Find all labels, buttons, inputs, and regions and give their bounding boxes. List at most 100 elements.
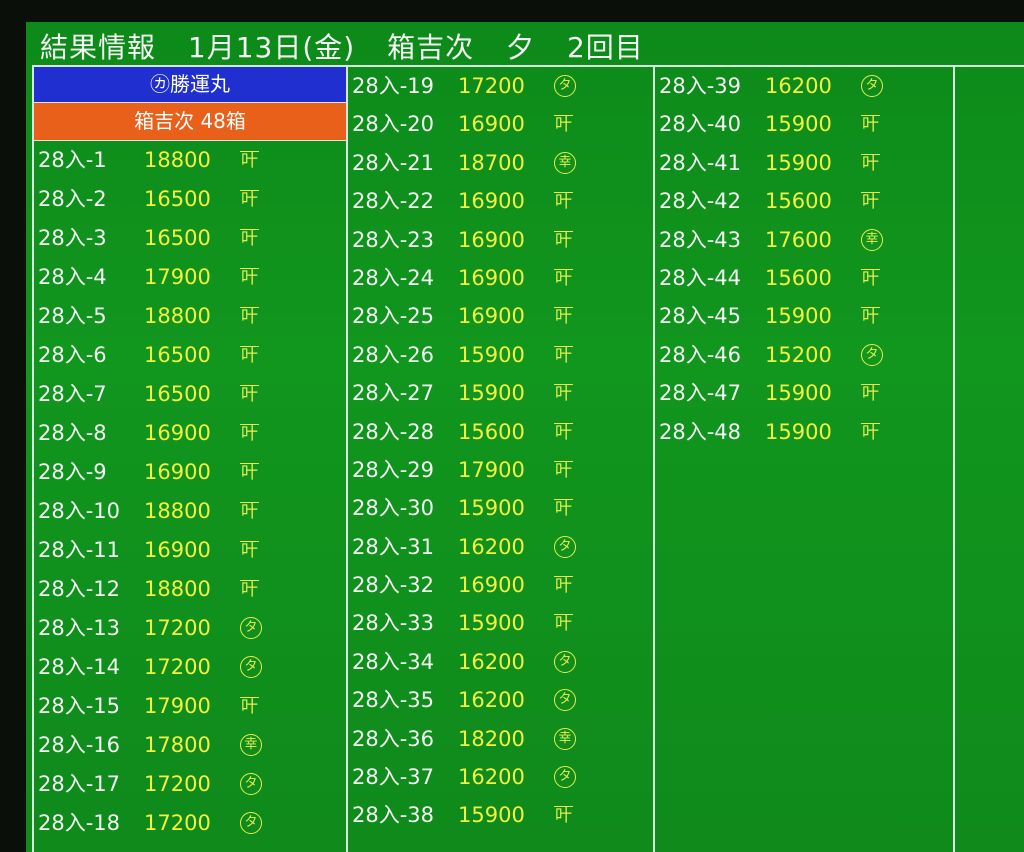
lot-number: 28入-46 <box>659 342 742 367</box>
price: 17900 <box>458 457 525 482</box>
buyer-mark-icon: 叶 <box>240 463 259 483</box>
result-row: 28入-33 15900 叶 <box>348 604 653 642</box>
price: 16200 <box>458 765 525 790</box>
buyer-mark-icon: 叶 <box>861 153 880 174</box>
buyer-mark-icon: タ <box>554 75 576 97</box>
result-row: 28入-32 16900 叶 <box>348 566 653 604</box>
lot-number: 28入-26 <box>352 342 435 367</box>
result-row: 28入-37 16200 タ <box>348 758 653 796</box>
buyer-mark-icon: 叶 <box>240 424 259 444</box>
title-label: 結果情報 <box>40 31 157 64</box>
price: 17900 <box>144 265 211 289</box>
result-row: 28入-2 16500 叶 <box>34 180 346 219</box>
divider <box>32 65 1024 67</box>
lot-number: 28入-23 <box>352 227 435 252</box>
result-row: 28入-10 18800 叶 <box>34 492 346 531</box>
lot-number: 28入-42 <box>659 189 742 214</box>
price: 15200 <box>765 342 832 367</box>
result-row: 28入-9 16900 叶 <box>34 453 346 492</box>
price: 15900 <box>458 496 525 521</box>
price: 16500 <box>144 343 211 367</box>
buyer-mark-icon: タ <box>240 812 262 834</box>
buyer-mark-icon: 叶 <box>554 115 573 136</box>
buyer-mark-icon: 叶 <box>240 697 259 717</box>
result-row: 28入-14 17200 タ <box>34 648 346 687</box>
price: 18800 <box>144 148 211 172</box>
buyer-mark-icon: 叶 <box>554 806 573 827</box>
lot-number: 28入-9 <box>38 460 107 484</box>
buyer-mark-icon: 叶 <box>240 385 259 405</box>
lot-number: 28入-13 <box>38 616 121 640</box>
result-row: 28入-7 16500 叶 <box>34 375 346 414</box>
price: 16900 <box>144 421 211 445</box>
lot-number: 28入-18 <box>38 811 121 835</box>
lot-number: 28入-19 <box>352 74 435 98</box>
lot-number: 28入-38 <box>352 803 435 828</box>
buyer-mark-icon: 叶 <box>240 580 259 600</box>
result-row: 28入-34 16200 タ <box>348 643 653 681</box>
result-row: 28入-16 17800 幸 <box>34 726 346 765</box>
price: 15900 <box>765 150 832 175</box>
price: 15900 <box>458 342 525 367</box>
board-title: 結果情報 1月13日(金) 箱吉次 夕 2回目 <box>40 26 666 66</box>
buyer-mark-icon: タ <box>240 773 262 795</box>
lot-number: 28入-34 <box>352 649 435 674</box>
result-row: 28入-8 16900 叶 <box>34 414 346 453</box>
price: 18700 <box>458 150 525 175</box>
lot-number: 28入-2 <box>38 187 107 211</box>
buyer-mark-icon: タ <box>554 650 576 673</box>
result-row: 28入-39 16200 タ <box>655 67 953 105</box>
price: 17200 <box>458 74 525 98</box>
buyer-mark-icon: タ <box>554 535 576 558</box>
price: 15900 <box>765 112 832 137</box>
lot-number: 28入-43 <box>659 227 742 252</box>
price: 15600 <box>765 265 832 290</box>
price: 18800 <box>144 577 211 601</box>
buyer-mark-icon: 叶 <box>554 307 573 328</box>
buyer-mark-icon: 幸 <box>240 734 262 756</box>
buyer-mark-icon: 叶 <box>240 541 259 561</box>
lot-number: 28入-39 <box>659 74 742 98</box>
result-row: 28入-42 15600 叶 <box>655 182 953 220</box>
buyer-mark-icon: 叶 <box>240 151 259 171</box>
price: 16200 <box>458 649 525 674</box>
price: 17600 <box>765 227 832 252</box>
result-row: 28入-35 16200 タ <box>348 681 653 719</box>
result-row: 28入-17 17200 タ <box>34 765 346 804</box>
result-row: 28入-12 18800 叶 <box>34 570 346 609</box>
price: 17200 <box>144 811 211 835</box>
title-date: 1月13日(金) <box>187 31 356 64</box>
price: 16900 <box>458 189 525 214</box>
result-row: 28入-22 16900 叶 <box>348 182 653 220</box>
result-row: 28入-18 17200 タ <box>34 804 346 843</box>
result-row: 28入-15 17900 叶 <box>34 687 346 726</box>
buyer-mark-icon: タ <box>240 656 262 678</box>
buyer-mark-icon: タ <box>240 617 262 639</box>
buyer-mark-icon: 叶 <box>240 229 259 249</box>
buyer-header: ㋕勝運丸 <box>34 67 346 102</box>
lot-number: 28入-25 <box>352 304 435 329</box>
buyer-mark-icon: タ <box>554 689 576 712</box>
result-row: 28入-6 16500 叶 <box>34 336 346 375</box>
lot-number: 28入-31 <box>352 534 435 559</box>
price: 16900 <box>458 227 525 252</box>
result-row: 28入-38 15900 叶 <box>348 796 653 834</box>
price: 16900 <box>458 112 525 137</box>
price: 15900 <box>458 803 525 828</box>
lot-number: 28入-5 <box>38 304 107 328</box>
lot-number: 28入-44 <box>659 265 742 290</box>
lot-number: 28入-24 <box>352 265 435 290</box>
summary-header: 箱吉次 48箱 <box>34 102 346 141</box>
lot-number: 28入-20 <box>352 112 435 137</box>
price: 15900 <box>765 381 832 406</box>
price: 17800 <box>144 733 211 757</box>
lot-number: 28入-41 <box>659 150 742 175</box>
results-column-3: 28入-39 16200 タ 28入-40 15900 叶 28入-41 15900 叶 28入-… <box>653 67 955 852</box>
result-row: 28入-45 15900 叶 <box>655 297 953 335</box>
result-row: 28入-47 15900 叶 <box>655 374 953 412</box>
buyer-mark-icon: 叶 <box>861 422 880 443</box>
result-row: 28入-41 15900 叶 <box>655 144 953 182</box>
results-column-1: ㋕勝運丸 箱吉次 48箱 28入-1 18800 叶 28入-2 16500 叶 28入-3… <box>32 67 346 852</box>
lot-number: 28入-47 <box>659 381 742 406</box>
lot-number: 28入-11 <box>38 538 121 562</box>
